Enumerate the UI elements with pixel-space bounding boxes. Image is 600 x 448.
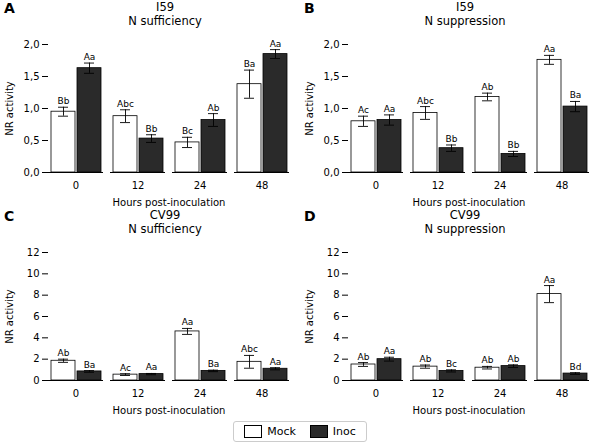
html-text:Mock: Mock	[267, 424, 296, 438]
svg-text:48: 48	[256, 388, 269, 399]
svg-text:Bc: Bc	[446, 359, 457, 369]
svg-text:Ab: Ab	[482, 355, 494, 365]
svg-text:12: 12	[132, 388, 145, 399]
svg-text:Aa: Aa	[544, 275, 556, 285]
svg-text:12: 12	[432, 180, 445, 191]
svg-text:0,0: 0,0	[324, 167, 340, 178]
svg-text:4: 4	[333, 332, 339, 343]
svg-text:0: 0	[33, 375, 39, 386]
svg-text:2: 2	[33, 353, 39, 364]
svg-text:Ab: Ab	[482, 82, 494, 92]
svg-text:Bb: Bb	[58, 96, 70, 106]
svg-text:24: 24	[494, 180, 507, 191]
svg-text:10: 10	[327, 268, 340, 279]
svg-text:Hours post-inoculation: Hours post-inoculation	[413, 405, 526, 416]
svg-text:0: 0	[373, 180, 379, 191]
svg-text:24: 24	[194, 388, 207, 399]
svg-text:1,0: 1,0	[24, 103, 40, 114]
svg-text:NR activity: NR activity	[304, 81, 315, 136]
html-text:N suppression: N suppression	[424, 14, 506, 28]
html-text:Inoc: Inoc	[332, 424, 356, 438]
svg-text:0: 0	[73, 388, 79, 399]
svg-text:Ab: Ab	[208, 103, 220, 113]
html-text:B: B	[304, 0, 315, 16]
svg-text:Bb: Bb	[508, 140, 520, 150]
html-text:N suppression: N suppression	[424, 222, 506, 236]
svg-text:Abc: Abc	[417, 96, 434, 106]
svg-text:2,0: 2,0	[324, 39, 340, 50]
svg-text:NR activity: NR activity	[304, 289, 315, 344]
svg-text:Aa: Aa	[544, 44, 556, 54]
svg-text:Aa: Aa	[270, 357, 282, 367]
svg-text:Ac: Ac	[358, 105, 369, 115]
svg-text:Ba: Ba	[570, 90, 582, 100]
svg-text:Aa: Aa	[270, 39, 282, 49]
svg-text:Hours post-inoculation: Hours post-inoculation	[113, 405, 226, 416]
html-text:I59: I59	[156, 0, 174, 14]
svg-text:Aa: Aa	[84, 52, 96, 62]
svg-text:1,0: 1,0	[324, 103, 340, 114]
svg-text:Ba: Ba	[244, 59, 256, 69]
svg-text:12: 12	[327, 247, 340, 258]
svg-text:10: 10	[27, 268, 40, 279]
svg-text:48: 48	[556, 180, 569, 191]
svg-text:0: 0	[333, 375, 339, 386]
html-text:A: A	[4, 0, 15, 16]
svg-text:0: 0	[73, 180, 79, 191]
svg-text:0: 0	[373, 388, 379, 399]
svg-text:0,5: 0,5	[24, 135, 40, 146]
svg-text:6: 6	[333, 311, 339, 322]
svg-text:8: 8	[33, 289, 39, 300]
svg-text:Bb: Bb	[146, 124, 158, 134]
svg-text:Ab: Ab	[58, 348, 70, 358]
svg-text:Aa: Aa	[384, 346, 396, 356]
svg-text:Hours post-inoculation: Hours post-inoculation	[413, 197, 526, 208]
svg-text:1,5: 1,5	[324, 71, 340, 82]
svg-text:24: 24	[494, 388, 507, 399]
html-text:C: C	[4, 208, 15, 224]
svg-text:4: 4	[33, 332, 39, 343]
html-text:N sufficiency: N sufficiency	[128, 222, 202, 236]
svg-text:48: 48	[556, 388, 569, 399]
svg-text:Bb: Bb	[446, 134, 458, 144]
html-text:I59: I59	[456, 0, 474, 14]
svg-text:Ab: Ab	[358, 352, 370, 362]
svg-text:2: 2	[333, 353, 339, 364]
html-text:N sufficiency: N sufficiency	[128, 14, 202, 28]
svg-text:NR activity: NR activity	[4, 289, 15, 344]
html-text:D: D	[304, 208, 316, 224]
svg-text:Ab: Ab	[508, 354, 520, 364]
svg-text:Bc: Bc	[182, 126, 193, 136]
svg-text:Ba: Ba	[208, 359, 220, 369]
svg-text:Aa: Aa	[146, 362, 158, 372]
svg-text:Abc: Abc	[241, 344, 258, 354]
html-text:CV99: CV99	[449, 208, 481, 222]
svg-text:Hours post-inoculation: Hours post-inoculation	[113, 197, 226, 208]
svg-text:1,5: 1,5	[24, 71, 40, 82]
html-text:CV99: CV99	[149, 208, 181, 222]
svg-text:12: 12	[132, 180, 145, 191]
svg-text:Ac: Ac	[120, 363, 131, 373]
svg-text:6: 6	[33, 311, 39, 322]
svg-text:Abc: Abc	[117, 99, 134, 109]
svg-text:NR activity: NR activity	[4, 81, 15, 136]
svg-text:Aa: Aa	[182, 317, 194, 327]
svg-text:8: 8	[333, 289, 339, 300]
svg-text:48: 48	[256, 180, 269, 191]
svg-text:Ab: Ab	[420, 354, 432, 364]
svg-text:0,0: 0,0	[24, 167, 40, 178]
svg-text:24: 24	[194, 180, 207, 191]
svg-text:0,5: 0,5	[324, 135, 340, 146]
svg-text:Bd: Bd	[570, 362, 582, 372]
svg-text:2,0: 2,0	[24, 39, 40, 50]
svg-text:12: 12	[432, 388, 445, 399]
svg-text:Aa: Aa	[384, 104, 396, 114]
svg-text:Ba: Ba	[84, 360, 96, 370]
svg-text:12: 12	[27, 247, 40, 258]
